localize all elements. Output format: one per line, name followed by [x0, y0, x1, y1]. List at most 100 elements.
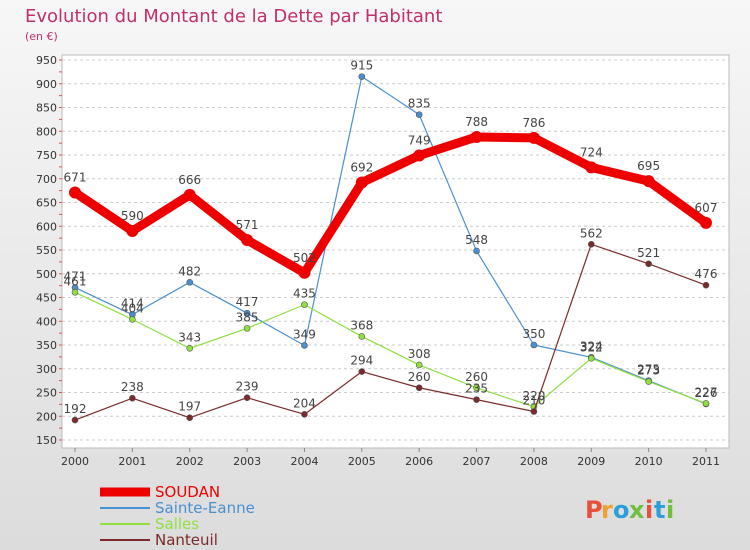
y-tick-label: 300 [36, 363, 57, 376]
plot-area [61, 54, 730, 449]
y-tick-label: 150 [36, 434, 57, 447]
data-label: 273 [637, 364, 660, 378]
data-label: 502 [293, 251, 316, 265]
x-axis: 2000 2001 2002 2003 2004 2005 2006 2007 2008 2009… [61, 448, 720, 468]
logo-letter: r [601, 496, 613, 524]
data-label: 571 [236, 218, 259, 232]
data-label: 239 [236, 380, 259, 394]
data-label: 192 [64, 402, 87, 416]
data-point [301, 301, 308, 308]
data-label: 414 [121, 297, 144, 311]
y-tick-label: 700 [36, 173, 57, 186]
data-point [527, 131, 540, 144]
x-tick-label: 2011 [692, 455, 720, 468]
x-tick-label: 2004 [290, 455, 318, 468]
chart-subtitle: (en €) [25, 30, 58, 43]
data-point [473, 247, 480, 255]
data-label: 260 [465, 370, 488, 384]
data-label: 671 [64, 171, 87, 185]
y-tick-label: 350 [36, 339, 57, 352]
series-line [74, 76, 707, 405]
x-tick-label: 2008 [520, 455, 548, 468]
data-point [71, 288, 79, 296]
data-label: 482 [178, 264, 201, 278]
data-point [243, 325, 251, 332]
data-point [71, 416, 79, 424]
legend-item-salles: Salles [100, 515, 199, 533]
logo-letter: o [613, 496, 630, 524]
y-tick-label: 850 [36, 102, 57, 115]
data-label: 435 [293, 287, 316, 301]
data-point [530, 341, 538, 349]
data-label: 308 [408, 347, 431, 361]
data-point [301, 411, 308, 418]
data-point [358, 73, 366, 80]
legend-item-nanteuil: Nanteuil [100, 531, 218, 549]
series-soudan [69, 130, 712, 279]
data-point [301, 342, 308, 349]
data-label: 385 [236, 310, 259, 324]
data-label: 695 [637, 159, 660, 173]
logo-letter: i [645, 496, 653, 524]
data-point [358, 368, 366, 375]
x-tick-label: 2007 [463, 455, 491, 468]
x-tick-label: 2000 [61, 455, 89, 468]
data-label: 788 [465, 115, 488, 129]
data-label: 786 [522, 116, 545, 130]
data-point [702, 400, 710, 407]
x-tick-label: 2001 [118, 455, 146, 468]
data-label: 260 [408, 370, 431, 384]
legend-label: SOUDAN [155, 483, 220, 501]
proxiti-logo: Pr o x i t i [585, 496, 674, 524]
y-axis: 150 200 250 300 350 400 450 500 550 600 650 700 750 8… [36, 54, 62, 447]
x-tick-label: 2005 [348, 455, 376, 468]
data-point [415, 384, 423, 392]
y-tick-label: 450 [36, 292, 57, 305]
x-tick-label: 2003 [233, 455, 261, 468]
x-tick-label: 2002 [176, 455, 204, 468]
data-label: 471 [64, 270, 87, 284]
series-line [74, 243, 707, 421]
y-tick-label: 400 [36, 315, 57, 328]
data-label: 235 [465, 382, 488, 396]
data-point [415, 111, 423, 118]
data-point [473, 396, 480, 403]
series-line [70, 132, 711, 278]
data-point [642, 175, 655, 188]
y-tick-label: 500 [36, 268, 57, 281]
data-label: 915 [350, 59, 373, 73]
data-point [645, 378, 652, 385]
data-label: 227 [695, 385, 718, 399]
data-point [645, 260, 652, 268]
data-point [298, 266, 311, 279]
data-point [241, 234, 254, 247]
data-point [355, 176, 368, 189]
data-point [186, 345, 194, 352]
y-tick-label: 750 [36, 149, 57, 162]
y-tick-label: 800 [36, 125, 57, 138]
y-tick-label: 900 [36, 78, 57, 91]
data-point [470, 130, 483, 143]
data-point [126, 225, 139, 237]
data-label: 607 [695, 201, 718, 215]
y-tick-label: 550 [36, 244, 57, 257]
data-label: 476 [695, 267, 718, 281]
data-label: 204 [293, 396, 316, 410]
data-point [69, 186, 81, 199]
data-point [585, 161, 598, 174]
data-label: 238 [121, 380, 144, 394]
legend-label: Salles [155, 515, 199, 533]
y-tick-label: 200 [36, 410, 57, 423]
data-point [243, 394, 251, 402]
data-point [183, 188, 196, 201]
series-layer [69, 73, 712, 424]
legend-label: Nanteuil [155, 531, 218, 549]
data-point [530, 408, 538, 415]
data-point [702, 281, 710, 289]
data-label: 666 [178, 173, 201, 187]
data-label: 417 [236, 295, 259, 309]
y-tick-label: 650 [36, 197, 57, 210]
data-label: 562 [580, 226, 603, 240]
